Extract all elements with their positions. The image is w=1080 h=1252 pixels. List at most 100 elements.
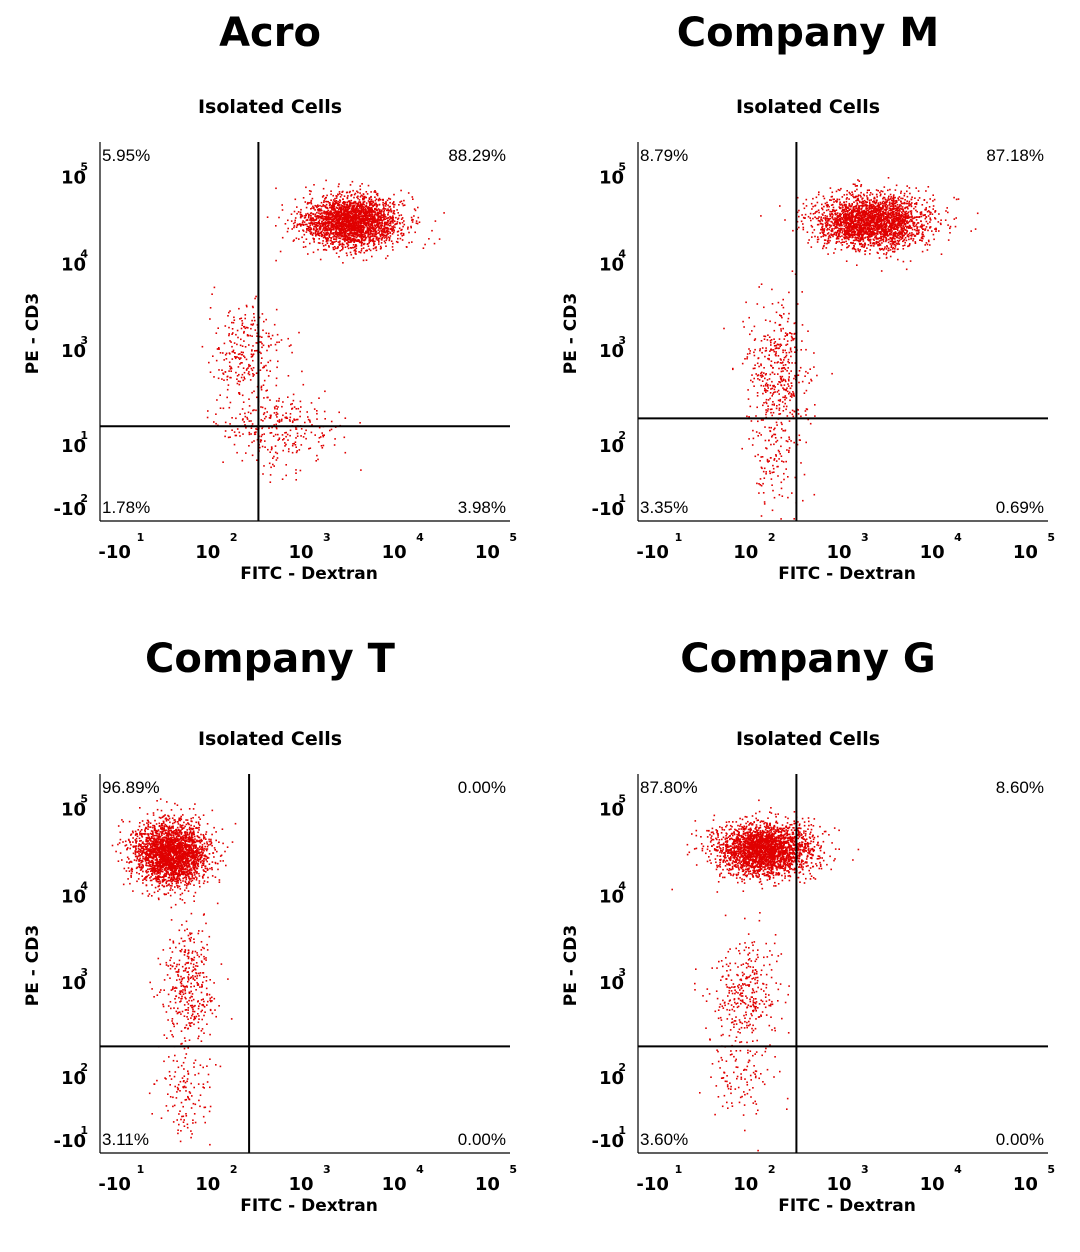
scatter-point — [898, 207, 900, 209]
scatter-point — [867, 197, 869, 199]
scatter-point — [242, 460, 244, 462]
scatter-point — [888, 196, 890, 198]
scatter-point — [344, 241, 346, 243]
scatter-point — [207, 410, 209, 412]
scatter-point — [210, 371, 212, 373]
scatter-point — [325, 197, 327, 199]
scatter-point — [382, 204, 384, 206]
scatter-point — [378, 232, 380, 234]
scatter-point — [886, 214, 888, 216]
scatter-point — [224, 343, 226, 345]
scatter-point — [364, 232, 366, 234]
scatter-point — [817, 241, 819, 243]
scatter-point — [390, 208, 392, 210]
scatter-point — [240, 339, 242, 341]
scatter-point — [375, 208, 377, 210]
scatter-point — [367, 227, 369, 229]
scatter-point — [325, 205, 327, 207]
scatter-point — [385, 258, 387, 260]
scatter-point — [818, 212, 820, 214]
scatter-point — [241, 354, 243, 356]
scatter-point — [255, 428, 257, 430]
scatter-point — [305, 201, 307, 203]
scatter-point — [904, 242, 906, 244]
scatter-point — [254, 432, 256, 434]
scatter-point — [242, 345, 244, 347]
scatter-point — [324, 391, 326, 393]
scatter-point — [269, 399, 271, 401]
scatter-point — [401, 232, 403, 234]
scatter-point — [365, 197, 367, 199]
scatter-point — [333, 212, 335, 214]
scatter-point — [309, 227, 311, 229]
scatter-point — [324, 418, 326, 420]
scatter-point — [326, 226, 328, 228]
scatter-point — [315, 233, 317, 235]
scatter-point — [886, 223, 888, 225]
scatter-point — [833, 207, 835, 209]
scatter-point — [889, 202, 891, 204]
scatter-point — [392, 219, 394, 221]
scatter-point — [807, 231, 809, 233]
scatter-point — [308, 419, 310, 421]
scatter-point — [374, 190, 376, 192]
scatter-point — [252, 306, 254, 308]
scatter-point — [882, 211, 884, 213]
scatter-point — [390, 235, 392, 237]
scatter-point — [897, 248, 899, 250]
scatter-point — [374, 226, 376, 228]
scatter-point — [324, 213, 326, 215]
scatter-point — [272, 464, 274, 466]
scatter-point — [255, 329, 257, 331]
scatter-point — [273, 465, 275, 467]
scatter-point — [368, 224, 370, 226]
scatter-point — [328, 217, 330, 219]
scatter-point — [324, 236, 326, 238]
y-tick-exponent: 1 — [80, 429, 88, 442]
scatter-point — [328, 219, 330, 221]
scatter-point — [260, 441, 262, 443]
scatter-point — [870, 245, 872, 247]
scatter-point — [309, 421, 311, 423]
scatter-point — [818, 191, 820, 193]
scatter-point — [345, 224, 347, 226]
scatter-point — [337, 216, 339, 218]
scatter-point — [218, 348, 220, 350]
scatter-point — [275, 452, 277, 454]
scatter-point — [270, 416, 272, 418]
scatter-point — [386, 238, 388, 240]
scatter-point — [360, 232, 362, 234]
scatter-point — [335, 248, 337, 250]
scatter-point — [290, 344, 292, 346]
scatter-point — [955, 217, 957, 219]
scatter-point — [877, 233, 879, 235]
scatter-point — [860, 239, 862, 241]
scatter-point — [921, 216, 923, 218]
scatter-point — [377, 226, 379, 228]
x-tick-label: -10 — [98, 542, 131, 563]
scatter-point — [228, 437, 230, 439]
scatter-point — [296, 408, 298, 410]
scatter-point — [305, 217, 307, 219]
scatter-point — [847, 237, 849, 239]
scatter-point — [293, 400, 295, 402]
scatter-point — [949, 228, 951, 230]
scatter-point — [351, 216, 353, 218]
scatter-point — [372, 219, 374, 221]
scatter-point — [356, 245, 358, 247]
scatter-point — [373, 228, 375, 230]
scatter-point — [921, 224, 923, 226]
scatter-point — [890, 237, 892, 239]
scatter-point — [340, 236, 342, 238]
scatter-point — [392, 246, 394, 248]
scatter-point — [313, 207, 315, 209]
scatter-point — [329, 430, 331, 432]
scatter-point — [315, 460, 317, 462]
scatter-point — [360, 196, 362, 198]
scatter-point — [406, 246, 408, 248]
scatter-point — [379, 199, 381, 201]
scatter-point — [366, 202, 368, 204]
scatter-point — [253, 367, 255, 369]
scatter-point — [349, 231, 351, 233]
scatter-point — [270, 338, 272, 340]
